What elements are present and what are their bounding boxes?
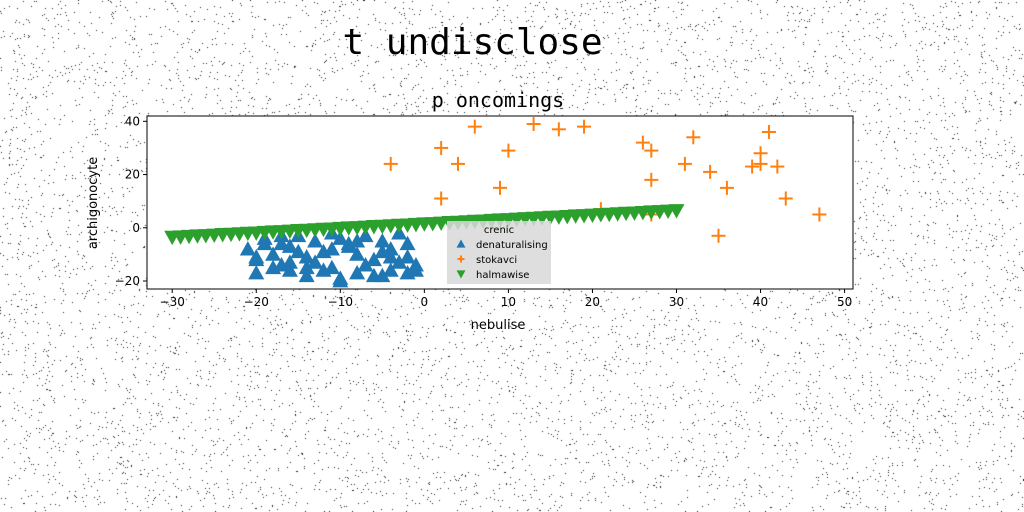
stokavci-point	[770, 159, 785, 174]
stokavci-point	[686, 130, 701, 145]
denaturalising-point	[248, 265, 265, 280]
stokavci-point	[635, 135, 650, 150]
legend-marker-halmawise	[456, 270, 466, 279]
x-tick-label: 50	[837, 295, 852, 309]
denaturalising-point	[382, 249, 399, 264]
denaturalising-point	[248, 249, 265, 264]
denaturalising-point	[273, 235, 290, 251]
halmawise-point	[668, 204, 685, 219]
x-tick-label: 20	[585, 295, 600, 309]
stokavci-point	[551, 122, 566, 137]
x-tick-label: 30	[669, 295, 684, 309]
denaturalising-point	[382, 262, 399, 277]
stokavci-point	[501, 143, 516, 158]
legend-marker-denaturalising	[456, 239, 466, 248]
legend-label-stokavci: stokavci	[476, 255, 517, 266]
denaturalising-point	[265, 246, 282, 261]
stokavci-point	[761, 124, 776, 139]
denaturalising-point	[349, 233, 366, 248]
axis-ticks: −30 −20 −10 0 10 20 30 40 50 −20 0 20 40	[115, 114, 853, 309]
x-tick-label: −30	[160, 295, 185, 309]
denaturalising-point	[323, 241, 340, 256]
denaturalising-point	[298, 267, 315, 283]
denaturalising-point	[374, 267, 391, 283]
denaturalising-point	[298, 249, 315, 264]
stokavci-point	[778, 191, 793, 206]
denaturalising-point	[374, 233, 391, 248]
legend-marker-stokavci	[457, 255, 465, 263]
stokavci-point	[711, 228, 726, 243]
denaturalising-point	[349, 265, 366, 280]
denaturalising-point	[365, 251, 382, 267]
denaturalising-point	[374, 243, 391, 259]
stokavci-point	[644, 143, 659, 158]
y-axis-label: archigonocyte	[86, 157, 101, 249]
y-tick-label: 40	[125, 114, 140, 128]
denaturalising-point	[391, 254, 408, 269]
denaturalising-point	[349, 246, 366, 261]
legend-title: crenic	[484, 225, 514, 236]
legend: crenic denaturalising stokavci halmawise	[447, 221, 551, 284]
chart-title: p oncomings	[432, 88, 564, 112]
stokavci-point	[526, 116, 541, 131]
stokavci-point	[812, 207, 827, 222]
denaturalising-point	[298, 259, 315, 275]
stokavci-point	[703, 164, 718, 179]
denaturalising-point	[239, 241, 256, 256]
stokavci-point	[434, 140, 449, 155]
denaturalising-point	[357, 257, 374, 272]
denaturalising-point	[315, 262, 332, 277]
y-tick-label: 0	[132, 221, 140, 235]
y-tick-label: −20	[115, 274, 140, 288]
legend-label-halmawise: halmawise	[476, 270, 529, 281]
denaturalising-point	[281, 262, 298, 277]
denaturalising-point	[399, 235, 416, 251]
stokavci-point	[677, 156, 692, 171]
data-marks	[164, 116, 827, 288]
x-tick-label: −10	[328, 295, 353, 309]
denaturalising-point	[332, 273, 349, 288]
stokavci-point	[644, 172, 659, 187]
x-tick-label: 0	[421, 295, 429, 309]
x-tick-label: 40	[753, 295, 768, 309]
denaturalising-point	[265, 259, 282, 275]
legend-box	[447, 221, 551, 284]
figure-suptitle: t undisclose	[342, 22, 603, 63]
y-tick-label: 20	[125, 168, 140, 182]
denaturalising-point	[281, 254, 298, 269]
stokavci-point	[753, 156, 768, 171]
x-tick-label: −20	[244, 295, 269, 309]
denaturalising-point	[332, 230, 349, 245]
stokavci-point	[719, 180, 734, 195]
stokavci-point	[493, 180, 507, 195]
x-tick-label: 10	[501, 295, 516, 309]
denaturalising-point	[399, 249, 416, 264]
stokavci-point	[383, 156, 398, 171]
stokavci-point	[745, 159, 760, 174]
denaturalising-point	[290, 243, 307, 259]
x-axis-label: nebulise	[471, 318, 526, 333]
denaturalising-point	[307, 254, 324, 269]
legend-label-denaturalising: denaturalising	[476, 240, 548, 251]
denaturalising-point	[407, 262, 424, 277]
denaturalising-point	[307, 233, 324, 248]
stokavci-point	[450, 156, 465, 171]
stokavci-point	[577, 119, 592, 134]
stokavci-point	[467, 119, 482, 134]
stokavci-point	[434, 191, 449, 206]
